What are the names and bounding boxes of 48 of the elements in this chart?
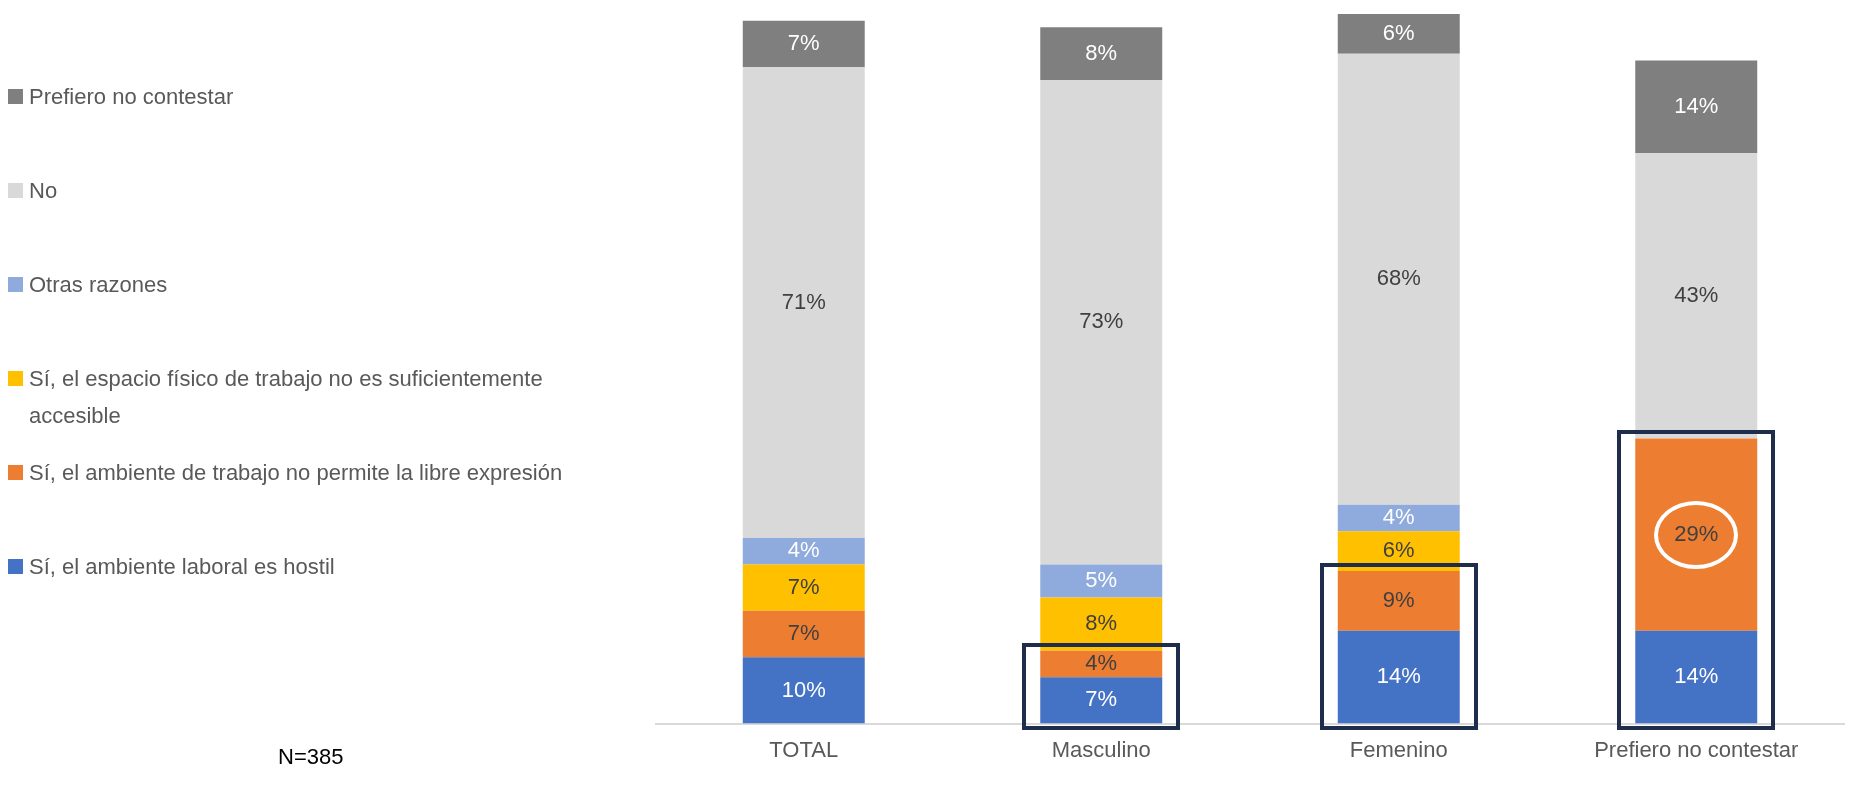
data-label: 6%	[1382, 537, 1415, 563]
data-label: 8%	[1085, 39, 1118, 65]
text: N=385	[278, 744, 344, 770]
legend-label: Sí, el ambiente de trabajo no permite la libre expresión	[29, 459, 564, 487]
legend-label: Otras razones	[29, 271, 169, 299]
bar	[1040, 564, 1163, 598]
data-label: 29%	[1674, 520, 1719, 546]
x-tick-label: TOTAL	[769, 736, 839, 762]
data-label: 8%	[1085, 610, 1118, 636]
data-label: 4%	[787, 537, 820, 563]
data-label: 5%	[1085, 567, 1118, 593]
legend-label: Sí, el ambiente laboral es hostil	[29, 553, 336, 581]
bar	[742, 537, 865, 565]
data-label: 4%	[1085, 649, 1118, 675]
x-tick-label: Masculino	[1051, 736, 1151, 762]
bar	[742, 67, 865, 538]
data-label: 7%	[1085, 686, 1118, 712]
x-tick-label: Femenino	[1349, 736, 1448, 762]
bar	[742, 20, 865, 68]
bar	[1635, 60, 1758, 154]
x-tick-label: Prefiero no contestar	[1594, 736, 1799, 762]
data-label: 6%	[1382, 19, 1415, 45]
legend-label: Sí, el espacio físico de trabajo no es suficientemente accesible	[29, 365, 544, 430]
bar	[1040, 27, 1163, 81]
data-label: 14%	[1674, 92, 1719, 118]
data-label: 7%	[787, 29, 820, 55]
data-label: 71%	[781, 288, 826, 314]
data-label: 68%	[1376, 265, 1421, 291]
data-label: 9%	[1382, 586, 1415, 612]
bar	[1040, 650, 1163, 678]
data-label: 10%	[781, 676, 826, 702]
bar	[742, 610, 865, 658]
bar	[1040, 80, 1163, 565]
legend-label: Prefiero no contestar	[29, 83, 235, 111]
data-label: 4%	[1382, 504, 1415, 530]
data-label: 7%	[787, 573, 820, 599]
bar	[1337, 504, 1460, 532]
bar	[1337, 53, 1460, 505]
bar	[742, 657, 865, 724]
bar	[1337, 14, 1460, 54]
data-label: 7%	[787, 620, 820, 646]
data-label: 73%	[1079, 308, 1124, 334]
data-label: 43%	[1674, 281, 1719, 307]
data-label: 14%	[1376, 663, 1421, 689]
bar	[1635, 630, 1758, 724]
legend-label: No	[29, 177, 59, 205]
data-label: 14%	[1674, 663, 1719, 689]
bar	[742, 564, 865, 611]
